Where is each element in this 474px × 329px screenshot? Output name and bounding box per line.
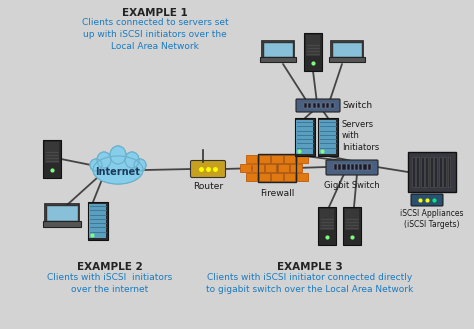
Bar (259, 173, 270, 181)
FancyBboxPatch shape (296, 99, 340, 112)
Bar (291, 164, 301, 172)
Bar (334, 164, 337, 170)
Bar (355, 164, 358, 170)
Bar (345, 218, 359, 230)
Bar (319, 120, 337, 154)
Bar (345, 209, 359, 230)
Bar (346, 164, 350, 170)
Bar (246, 155, 257, 163)
Text: Internet: Internet (96, 167, 140, 177)
Bar (263, 42, 293, 57)
Bar (259, 155, 270, 163)
Bar (318, 207, 336, 245)
Ellipse shape (125, 152, 139, 168)
Bar (258, 154, 296, 182)
Bar (421, 157, 424, 187)
Bar (45, 151, 59, 163)
Ellipse shape (110, 146, 126, 164)
Bar (332, 42, 362, 57)
Bar (320, 218, 334, 230)
Bar (272, 155, 283, 163)
Ellipse shape (93, 156, 143, 184)
Bar (327, 103, 329, 108)
Bar (297, 173, 308, 181)
Text: EXAMPLE 3: EXAMPLE 3 (277, 262, 343, 272)
Text: Router: Router (193, 182, 223, 191)
Ellipse shape (90, 159, 102, 171)
Ellipse shape (93, 156, 143, 184)
Bar (45, 142, 59, 163)
Ellipse shape (97, 152, 111, 168)
Bar (246, 173, 257, 181)
Ellipse shape (97, 152, 111, 168)
Bar (408, 152, 456, 192)
Ellipse shape (134, 159, 146, 171)
Bar (318, 118, 338, 156)
Bar (412, 157, 415, 187)
Ellipse shape (134, 159, 146, 171)
Bar (253, 164, 264, 172)
Bar (438, 157, 442, 187)
Bar (240, 164, 251, 172)
Text: Gigbit Switch: Gigbit Switch (324, 181, 380, 190)
Bar (45, 204, 79, 222)
Bar (430, 157, 433, 187)
Bar (265, 164, 276, 172)
Bar (322, 103, 325, 108)
Bar (309, 103, 311, 108)
Bar (258, 154, 296, 182)
Bar (43, 140, 61, 178)
Bar (331, 41, 363, 58)
Text: Switch: Switch (342, 100, 372, 110)
Bar (295, 118, 315, 156)
Bar (338, 164, 341, 170)
Bar (447, 157, 450, 187)
Bar (297, 155, 308, 163)
FancyBboxPatch shape (191, 161, 226, 178)
FancyBboxPatch shape (326, 160, 378, 175)
Text: Clients with iSCSI  initiators
over the internet: Clients with iSCSI initiators over the i… (47, 273, 173, 294)
Bar (260, 57, 296, 62)
Bar (343, 207, 361, 245)
Text: iSCSI Appliances
(iSCSI Targets): iSCSI Appliances (iSCSI Targets) (400, 209, 464, 229)
Bar (297, 120, 313, 154)
FancyBboxPatch shape (411, 194, 443, 206)
Bar (318, 103, 320, 108)
Bar (46, 205, 78, 221)
Text: Clients with iSCSI initiator connected directly
to gigabit switch over the Local: Clients with iSCSI initiator connected d… (206, 273, 414, 294)
Bar (88, 202, 108, 240)
Ellipse shape (110, 146, 126, 164)
Bar (262, 41, 294, 58)
Bar (284, 155, 295, 163)
Bar (272, 173, 283, 181)
Bar (313, 103, 316, 108)
Bar (278, 164, 289, 172)
Bar (306, 44, 320, 56)
Bar (359, 164, 363, 170)
Bar (306, 35, 320, 56)
Bar (304, 33, 322, 71)
Ellipse shape (90, 159, 102, 171)
Bar (368, 164, 371, 170)
Bar (342, 164, 346, 170)
Bar (351, 164, 354, 170)
Bar (320, 209, 334, 230)
Bar (304, 103, 307, 108)
Bar (90, 204, 107, 238)
Text: EXAMPLE 2: EXAMPLE 2 (77, 262, 143, 272)
Bar (443, 157, 446, 187)
Text: Firewall: Firewall (260, 189, 294, 198)
Text: Clients connected to servers set
up with iSCSI initiators over the
Local Area Ne: Clients connected to servers set up with… (82, 18, 228, 51)
Ellipse shape (125, 152, 139, 168)
Text: EXAMPLE 1: EXAMPLE 1 (122, 8, 188, 18)
Bar (417, 157, 419, 187)
Bar (329, 57, 365, 62)
Bar (425, 157, 428, 187)
Bar (331, 103, 334, 108)
Bar (364, 164, 366, 170)
Bar (43, 221, 81, 227)
Bar (284, 173, 295, 181)
Bar (434, 157, 437, 187)
Text: Servers
with
Initiators: Servers with Initiators (342, 120, 379, 152)
